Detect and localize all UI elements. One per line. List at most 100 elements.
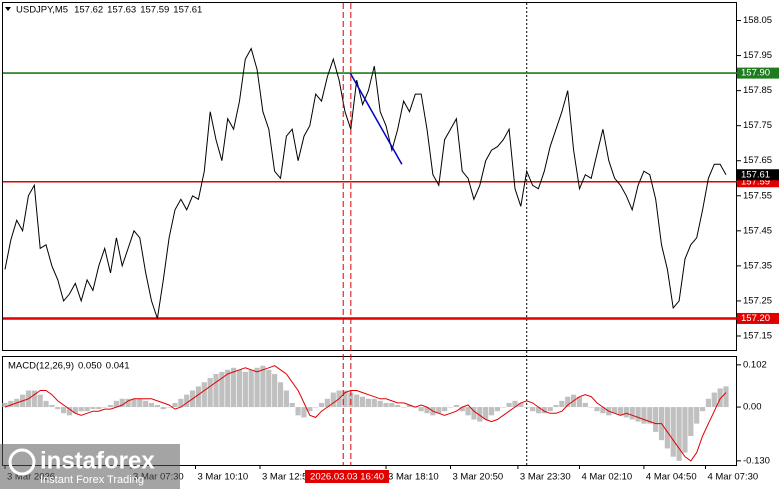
time-label: 2026.03.03 16:40: [310, 472, 384, 483]
macd-histogram-bar: [236, 369, 243, 408]
symbol-title: USDJPY,M5: [16, 5, 68, 16]
x-tick-label: 3 Mar 12:50: [262, 472, 313, 483]
price-line: [4, 47, 727, 319]
level-label: 157.59: [741, 176, 770, 187]
macd-histogram-bar: [277, 382, 284, 408]
macd-y-tick-label: -0.130: [743, 455, 770, 466]
macd-histogram-bar: [78, 407, 84, 412]
ohlc-value: 157.62: [74, 5, 103, 16]
macd-histogram-bar: [272, 373, 278, 408]
macd-histogram-bar: [160, 407, 166, 410]
macd-histogram-bar: [354, 394, 360, 408]
macd-histogram-bar: [699, 407, 706, 412]
macd-histogram-bar: [705, 398, 712, 408]
macd-histogram-bar: [31, 390, 37, 408]
macd-histogram-bar: [137, 398, 143, 408]
macd-histogram-bar: [711, 392, 717, 408]
macd-histogram-bar: [424, 407, 430, 414]
macd-histogram-bar: [576, 396, 583, 408]
header-arrow: [5, 7, 11, 11]
level-box: [737, 67, 779, 79]
macd-histogram-bar: [283, 390, 289, 408]
macd-histogram-bar: [559, 400, 565, 408]
macd-histogram-bar: [594, 407, 600, 412]
macd-y-tick-label: 0.102: [743, 359, 767, 370]
trendline: [349, 72, 403, 165]
ohlc-value: 157.63: [107, 5, 136, 16]
macd-histogram-bar: [201, 382, 207, 408]
macd-histogram-bar: [143, 400, 149, 408]
macd-histogram-bar: [260, 365, 266, 408]
y-tick-label: 157.85: [743, 85, 772, 96]
macd-histogram-bar: [494, 407, 500, 412]
x-tick-label: 3 Mar 20:50: [452, 472, 503, 483]
macd-histogram-bar: [717, 388, 723, 408]
watermark-logo: [8, 448, 36, 476]
macd-histogram-bar: [406, 405, 413, 408]
macd-histogram-bar: [688, 407, 694, 437]
macd-histogram-bar: [307, 407, 313, 412]
ohlc-value: 157.61: [173, 5, 202, 16]
watermark-tagline: Instant Forex Trading: [40, 474, 144, 486]
y-tick-label: 157.25: [743, 295, 772, 306]
macd-histogram-bar: [436, 407, 442, 414]
x-tick-label: 4 Mar 07:30: [707, 472, 758, 483]
macd-signal-line: [4, 365, 727, 462]
macd-histogram-bar: [342, 390, 348, 408]
macd-histogram-bar: [477, 407, 483, 422]
macd-histogram-bar: [184, 394, 190, 408]
macd-histogram-bar: [694, 407, 700, 424]
macd-histogram-bar: [213, 373, 219, 408]
macd-histogram-bar: [231, 367, 237, 408]
price-panel-frame: [2, 2, 737, 351]
macd-histogram-bar: [518, 402, 524, 408]
macd-histogram-bar: [324, 398, 330, 408]
macd-histogram-bar: [301, 407, 307, 418]
macd-histogram-bar: [195, 386, 202, 408]
macd-histogram-bar: [676, 407, 682, 461]
macd-histogram-bar: [488, 407, 495, 416]
macd-histogram-bar: [447, 407, 454, 408]
macd-histogram-bar: [647, 407, 653, 424]
macd-histogram-bar: [383, 402, 389, 408]
macd-title: MACD(12,26,9): [8, 361, 74, 372]
last-price-label: 157.61: [741, 169, 770, 180]
y-tick-label: 157.55: [743, 190, 772, 201]
macd-histogram-bar: [113, 400, 119, 408]
y-tick-label: 157.35: [743, 260, 772, 271]
macd-histogram-bar: [178, 398, 184, 408]
macd-histogram-bar: [582, 402, 588, 408]
macd-histogram-bar: [49, 405, 55, 408]
macd-histogram-bar: [371, 398, 377, 408]
macd-histogram-bar: [254, 367, 260, 408]
macd-histogram-bar: [43, 400, 49, 408]
macd-histogram-bar: [623, 407, 629, 418]
macd-histogram-bar: [635, 407, 641, 422]
macd-histogram-bar: [37, 394, 43, 408]
macd-histogram-bar: [295, 407, 301, 416]
macd-histogram-bar: [266, 369, 272, 408]
x-tick-label: 3 Mar 10:10: [198, 472, 249, 483]
y-tick-label: 157.95: [743, 50, 772, 61]
macd-reading: 0.050: [78, 361, 102, 372]
macd-histogram-bar: [2, 402, 8, 408]
level-label: 157.90: [741, 68, 770, 79]
level-box: [737, 312, 779, 324]
x-tick-label: 3 Mar 18:10: [388, 472, 439, 483]
macd-histogram-bar: [547, 407, 553, 412]
macd-histogram-bar: [401, 407, 407, 408]
macd-histogram-bar: [248, 369, 254, 408]
macd-histogram-bar: [154, 405, 161, 408]
ohlc-value: 157.59: [140, 5, 169, 16]
macd-y-tick-label: 0.00: [743, 402, 762, 413]
macd-histogram-bar: [395, 405, 401, 408]
macd-histogram-bar: [442, 407, 448, 412]
y-tick-label: 157.65: [743, 155, 772, 166]
macd-histogram-bar: [359, 396, 366, 408]
macd-histogram-bar: [107, 405, 114, 408]
macd-histogram-bar: [535, 407, 542, 414]
macd-histogram-bar: [219, 371, 225, 408]
macd-histogram-bar: [541, 407, 547, 414]
macd-histogram-bar: [524, 407, 530, 408]
